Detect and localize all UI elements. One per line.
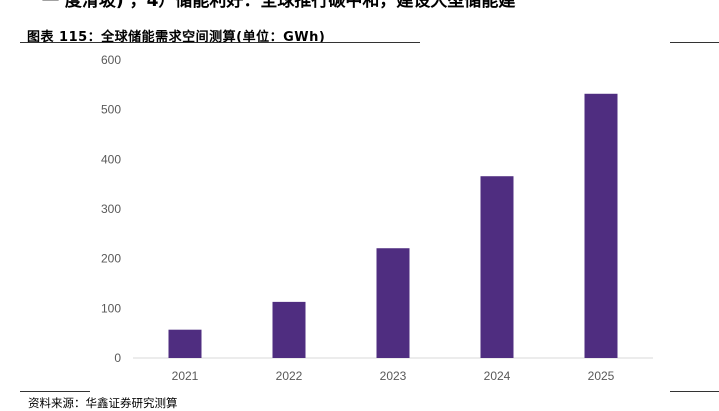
y-tick-label: 100 <box>101 301 121 315</box>
bar <box>272 301 306 358</box>
source-rule-right <box>670 391 719 392</box>
source-rule-left <box>20 391 90 392</box>
x-tick-label: 2023 <box>380 369 407 383</box>
source-note: 资料来源：华鑫证券研究测算 <box>28 396 178 410</box>
y-tick-label: 600 <box>101 53 121 67</box>
previous-paragraph-cut: 一 度滑坡) ，4）储能利好：全球推行碳中和，建设大型储能建 <box>0 0 719 10</box>
bar <box>480 176 514 358</box>
y-tick-label: 300 <box>101 202 121 216</box>
x-tick-label: 2024 <box>484 369 511 383</box>
y-tick-label: 0 <box>114 351 121 365</box>
figure-title: 图表 115：全球储能需求空间测算(单位：GWh) <box>27 30 326 45</box>
y-tick-label: 400 <box>101 152 121 166</box>
title-underline-right <box>670 42 719 43</box>
bar <box>168 329 202 358</box>
x-tick-label: 2021 <box>172 369 199 383</box>
y-tick-label: 500 <box>101 103 121 117</box>
bar <box>584 93 618 359</box>
bar <box>376 248 410 358</box>
y-tick-label: 200 <box>101 252 121 266</box>
x-tick-label: 2022 <box>276 369 303 383</box>
x-tick-label: 2025 <box>588 369 615 383</box>
title-underline-left <box>20 42 420 43</box>
previous-paragraph-text: 一 度滑坡) ，4）储能利好：全球推行碳中和，建设大型储能建 <box>42 0 516 10</box>
